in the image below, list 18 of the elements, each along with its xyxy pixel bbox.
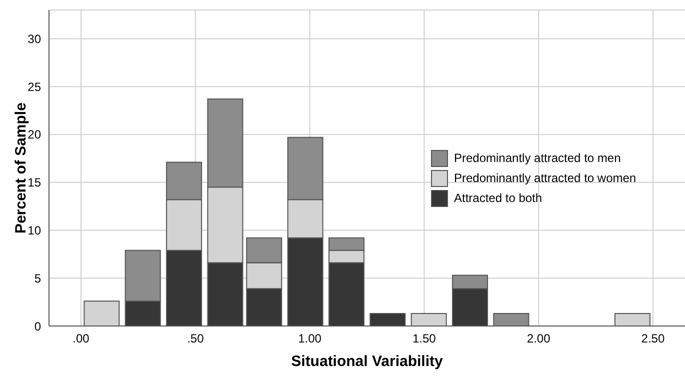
legend-label: Predominantly attracted to women: [454, 171, 636, 185]
y-tick-label: 0: [34, 319, 42, 334]
y-tick-label: 25: [28, 80, 42, 94]
y-tick-label: 15: [28, 176, 42, 190]
x-tick-label: 2.50: [641, 332, 665, 346]
legend-label: Predominantly attracted to men: [454, 151, 621, 165]
x-tick-label: 1.50: [412, 332, 436, 346]
y-tick-label: 30: [28, 32, 42, 46]
x-tick-label: 1.00: [298, 332, 322, 346]
x-tick-label: .00: [72, 332, 90, 346]
x-tick-label: 2.00: [526, 332, 551, 346]
legend-label: Attracted to both: [454, 191, 542, 205]
y-tick-label: 10: [28, 224, 42, 238]
y-axis-title: Percent of Sample: [12, 102, 30, 234]
x-tick-label: .50: [187, 332, 204, 346]
y-tick-label: 5: [34, 271, 42, 286]
y-tick-label: 20: [28, 128, 42, 142]
x-axis-title: Situational Variability: [291, 353, 444, 370]
